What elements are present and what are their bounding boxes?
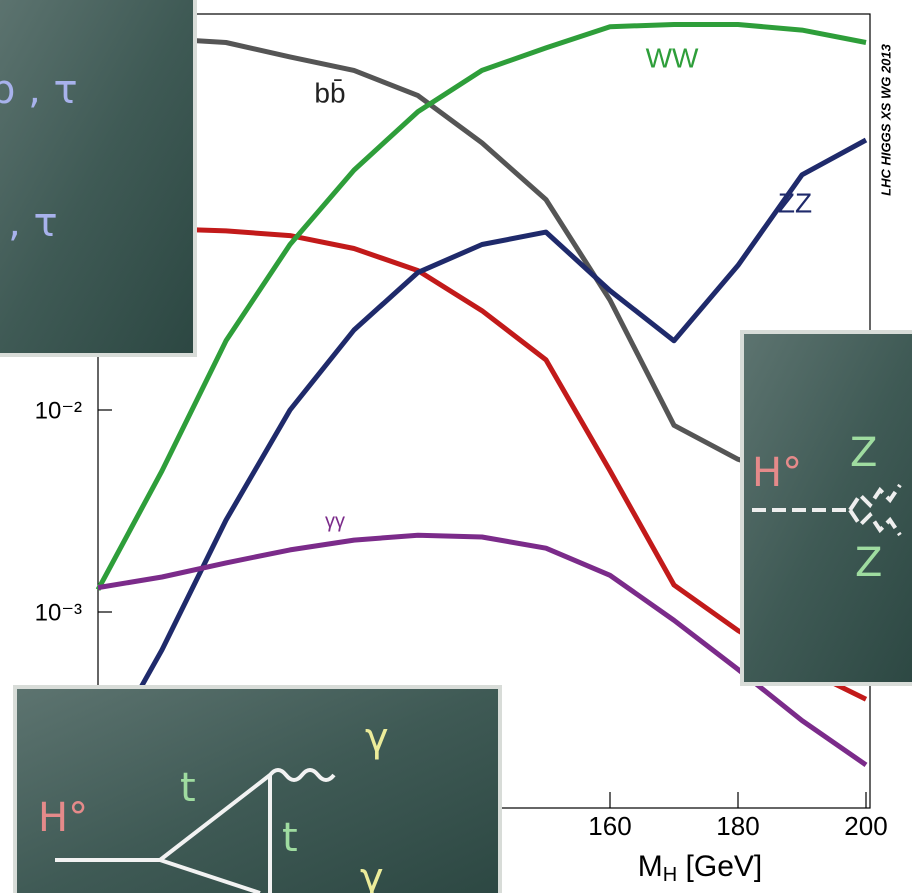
photo-bottom-left: H° t t γ γ (15, 687, 500, 893)
photo-overlays: b , τ b , τ H° Z Z H° t t γ γ (0, 0, 912, 893)
chalk-text: Z (855, 540, 882, 586)
photo-right: H° Z Z (742, 332, 912, 684)
chalk-text: b , τ (0, 67, 78, 113)
chalk-text: Z (850, 430, 877, 476)
photo-top-left: b , τ b , τ (0, 0, 195, 355)
chalk-text: γ (360, 855, 384, 893)
chalk-text: t (282, 815, 298, 861)
chalk-text: H° (38, 795, 88, 841)
chalk-text: γ (365, 715, 389, 761)
page: MH [GeV] LHC HIGGS XS WG 2013 10⁻³10⁻²16… (0, 0, 912, 893)
chalk-text: t (180, 765, 196, 811)
chalk-text: H° (752, 450, 802, 496)
chalk-text: b , τ (0, 200, 58, 246)
